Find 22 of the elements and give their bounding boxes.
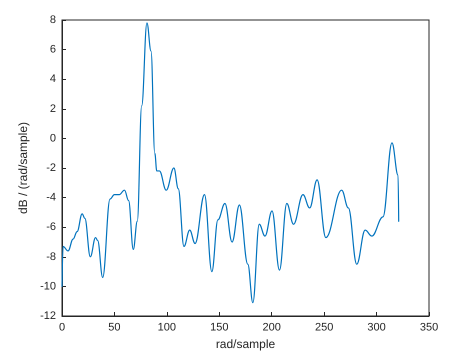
y-tick-label: -6 — [46, 221, 56, 234]
y-tick-label: 8 — [50, 14, 56, 26]
y-tick-label: 2 — [50, 102, 56, 115]
y-tick-label: 4 — [50, 73, 56, 86]
x-tick-label: 300 — [367, 322, 386, 334]
y-tick-label: -8 — [46, 250, 56, 263]
x-tick-label: 150 — [210, 322, 228, 334]
x-axis-title: rad/sample — [216, 337, 276, 351]
x-tick-label: 250 — [314, 322, 334, 334]
y-axis-title: dB / (rad/sample) — [16, 122, 30, 214]
y-tick-label: -10 — [40, 280, 56, 292]
x-tick-label: 50 — [108, 322, 121, 334]
y-tick-label: 0 — [50, 132, 56, 144]
y-tick-label: -2 — [46, 162, 56, 174]
y-tick-label: 6 — [50, 44, 56, 56]
y-tick-label: -4 — [46, 192, 56, 204]
x-tick-label: 0 — [58, 322, 66, 334]
x-tick-label: 100 — [158, 322, 176, 334]
y-tick-label: -12 — [40, 310, 56, 322]
x-tick-label: 200 — [262, 322, 281, 334]
line-series — [61, 22, 400, 304]
x-tick-label: 350 — [420, 322, 438, 334]
